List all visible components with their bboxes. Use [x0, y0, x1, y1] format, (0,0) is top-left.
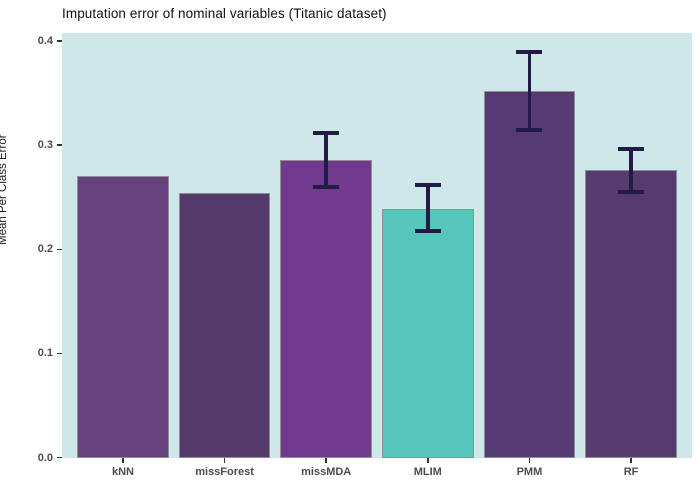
x-tick-mark-MLIM	[427, 458, 429, 463]
x-tick-label-missMDA: missMDA	[301, 466, 352, 478]
error-bar-cap-bottom-missMDA	[313, 184, 340, 189]
error-bar-stem-PMM	[527, 51, 532, 130]
x-tick-label-RF: RF	[623, 466, 639, 478]
bar-missMDA	[280, 159, 372, 458]
error-bar-cap-bottom-PMM	[516, 127, 543, 132]
error-bar-cap-top-RF	[618, 147, 645, 152]
y-tick-label-0.0: 0.0	[37, 451, 53, 464]
y-tick-label-0.3: 0.3	[37, 139, 53, 152]
chart-title: Imputation error of nominal variables (T…	[62, 6, 387, 21]
error-bar-cap-top-MLIM	[414, 182, 441, 187]
x-tick-label-kNN: kNN	[111, 466, 134, 478]
y-tick-mark-0.1	[57, 352, 62, 355]
bar-kNN	[77, 176, 169, 458]
plot-panel	[62, 33, 692, 458]
x-tick-mark-PMM	[528, 458, 531, 463]
bar-missForest	[178, 193, 271, 458]
y-tick-label-0.1: 0.1	[37, 347, 53, 360]
y-tick-label-0.4: 0.4	[37, 35, 53, 48]
y-tick-mark-0.0	[57, 456, 62, 459]
error-bar-cap-top-missMDA	[313, 130, 340, 135]
x-tick-mark-kNN	[122, 458, 124, 463]
error-bar-stem-RF	[629, 149, 633, 193]
x-tick-mark-RF	[630, 458, 632, 463]
bar-PMM	[483, 91, 576, 458]
error-bar-cap-top-PMM	[516, 49, 543, 54]
bar-RF	[585, 170, 677, 458]
error-bar-stem-missMDA	[324, 132, 328, 187]
error-bar-stem-MLIM	[426, 184, 430, 231]
y-tick-mark-0.3	[57, 144, 62, 146]
y-axis-title: Mean Per Class Error	[0, 134, 9, 245]
x-tick-label-PMM: PMM	[516, 466, 543, 478]
error-bar-cap-bottom-MLIM	[414, 228, 441, 233]
x-tick-label-missForest: missForest	[195, 466, 254, 478]
y-tick-mark-0.4	[57, 40, 62, 42]
y-tick-mark-0.2	[57, 248, 62, 251]
x-tick-mark-missMDA	[325, 458, 327, 463]
bar-MLIM	[382, 208, 474, 458]
y-tick-label-0.2: 0.2	[37, 243, 53, 256]
error-bar-cap-bottom-RF	[618, 190, 645, 195]
x-tick-label-MLIM: MLIM	[413, 466, 442, 478]
x-tick-mark-missForest	[223, 458, 226, 463]
